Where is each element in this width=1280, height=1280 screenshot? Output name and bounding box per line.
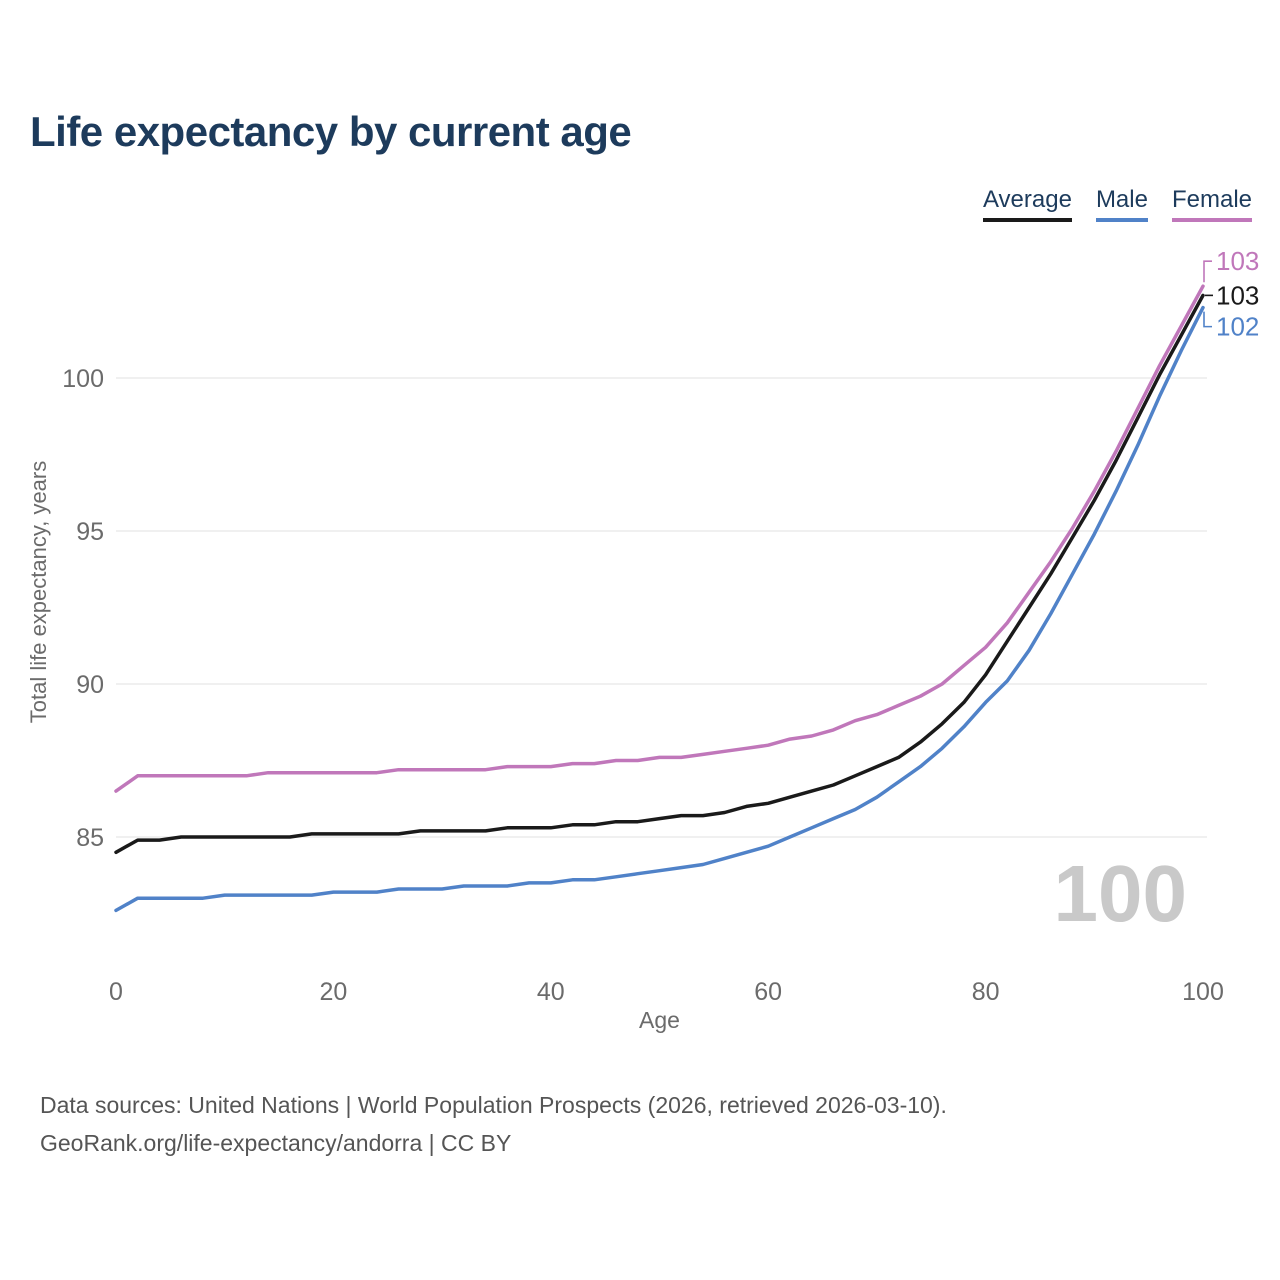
legend-item-male[interactable]: Male	[1095, 186, 1148, 222]
x-tick-label: 60	[754, 978, 782, 1006]
legend-item-label: Female	[1171, 186, 1252, 213]
legend-item-label: Average	[982, 186, 1072, 213]
footer: Data sources: United Nations | World Pop…	[40, 1086, 947, 1162]
end-label-connector-male	[1203, 311, 1212, 328]
legend-item-average[interactable]: Average	[982, 186, 1072, 222]
x-tick-label: 0	[109, 978, 123, 1006]
series-line-male	[114, 305, 1205, 913]
y-tick-label: 100	[62, 365, 104, 393]
footer-attribution: GeoRank.org/life-expectancy/andorra | CC…	[40, 1130, 512, 1156]
series-line-female	[114, 284, 1205, 793]
end-value-label-female: 103	[1216, 246, 1259, 276]
end-value-label-male: 102	[1216, 312, 1259, 342]
y-tick-label: 90	[76, 671, 104, 699]
y-tick-label: 95	[76, 518, 104, 546]
page-title: Life expectancy by current age	[30, 108, 632, 155]
footer-data-sources: Data sources: United Nations | World Pop…	[40, 1092, 947, 1118]
x-tick-label: 100	[1182, 978, 1224, 1006]
age-counter-watermark: 100	[1054, 849, 1187, 938]
y-tick-label: 85	[76, 824, 104, 852]
legend-item-label: Male	[1095, 186, 1148, 213]
y-axis-title: Total life expectancy, years	[26, 461, 51, 724]
legend: Average Male Female	[982, 186, 1252, 222]
series-line-average	[114, 293, 1205, 855]
x-tick-label: 40	[537, 978, 565, 1006]
x-tick-label: 20	[319, 978, 347, 1006]
end-label-connector-female	[1203, 260, 1212, 283]
end-value-label-average: 103	[1216, 280, 1259, 310]
x-tick-label: 80	[972, 978, 1000, 1006]
x-axis-title: Age	[639, 1007, 680, 1033]
legend-item-female[interactable]: Female	[1171, 186, 1252, 222]
